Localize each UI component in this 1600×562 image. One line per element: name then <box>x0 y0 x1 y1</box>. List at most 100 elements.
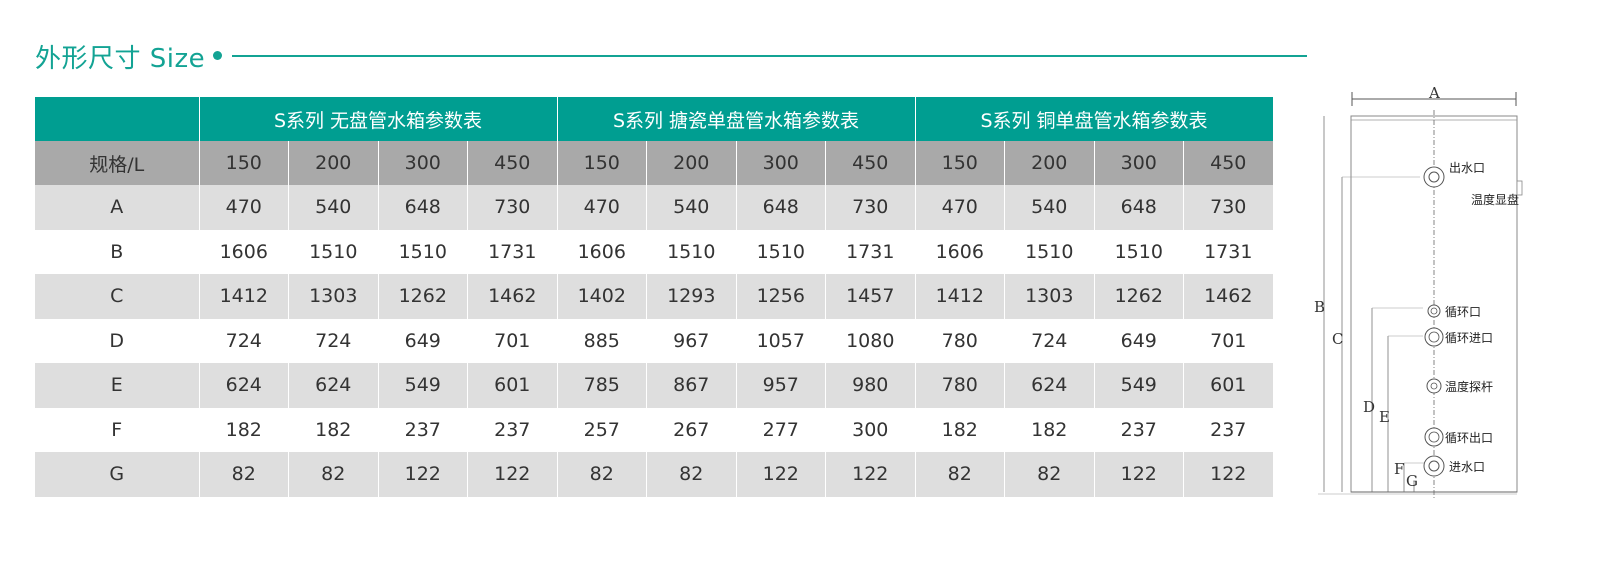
table-cell: 122 <box>378 452 468 497</box>
capacity-row: 规格/L 150 200 300 450 150 200 300 450 150… <box>35 141 1274 185</box>
table-cell: 1510 <box>1094 229 1184 274</box>
table-cell: 470 <box>915 185 1005 230</box>
table-cell: 1510 <box>288 229 379 274</box>
row-label: G <box>35 452 200 497</box>
label-temp-probe: 温度探杆 <box>1445 379 1493 394</box>
table-cell: 1256 <box>736 274 826 319</box>
table-cell: 182 <box>1004 407 1095 452</box>
table-cell: 300 <box>825 407 916 452</box>
table-cell: 730 <box>467 185 558 230</box>
spec-table: S系列 无盘管水箱参数表 S系列 搪瓷单盘管水箱参数表 S系列 铜单盘管水箱参数… <box>35 97 1274 497</box>
table-cell: 648 <box>1094 185 1184 230</box>
table-cell: 82 <box>557 452 647 497</box>
table-cell: 724 <box>199 318 289 363</box>
table-row: C 1412 1303 1262 1462 1402 1293 1256 1457 1412 130… <box>35 274 1274 319</box>
table-cell: 122 <box>1183 452 1274 497</box>
table-cell: 540 <box>288 185 379 230</box>
label-circ-outlet: 循环出口 <box>1445 431 1493 445</box>
series-header-blank <box>35 97 200 141</box>
table-cell: 237 <box>378 407 468 452</box>
dim-a: A <box>1428 84 1440 102</box>
capacity-cell: 200 <box>646 141 737 185</box>
table-cell: 701 <box>1183 318 1274 363</box>
tank-diagram: A B C D E F G 出水口 温度显盘 循环口 循环进口 <box>1308 82 1548 507</box>
table-cell: 182 <box>288 407 379 452</box>
table-cell: 122 <box>736 452 826 497</box>
table-row: E 624 624 549 601 785 867 957 980 780 624 549 601 <box>35 363 1274 408</box>
table-cell: 1606 <box>199 229 289 274</box>
table-cell: 1080 <box>825 318 916 363</box>
label-inlet: 进水口 <box>1449 460 1485 474</box>
table-cell: 601 <box>1183 363 1274 408</box>
title-dot <box>213 51 222 60</box>
table-cell: 1303 <box>288 274 379 319</box>
row-label: F <box>35 407 200 452</box>
table-cell: 1262 <box>378 274 468 319</box>
capacity-cell: 300 <box>736 141 826 185</box>
section-header: 外形尺寸 Size <box>35 36 1315 76</box>
table-cell: 1262 <box>1094 274 1184 319</box>
table-cell: 730 <box>825 185 916 230</box>
label-circ-inlet: 循环进口 <box>1445 331 1493 345</box>
capacity-cell: 300 <box>1094 141 1184 185</box>
capacity-cell: 150 <box>557 141 647 185</box>
row-label: D <box>35 318 200 363</box>
table-cell: 867 <box>646 363 737 408</box>
capacity-cell: 450 <box>1183 141 1274 185</box>
table-cell: 780 <box>915 318 1005 363</box>
table-cell: 648 <box>378 185 468 230</box>
table-cell: 82 <box>646 452 737 497</box>
table-cell: 257 <box>557 407 647 452</box>
table-cell: 182 <box>199 407 289 452</box>
dim-c: C <box>1332 330 1343 348</box>
table-cell: 701 <box>467 318 558 363</box>
capacity-cell: 150 <box>199 141 289 185</box>
table-cell: 730 <box>1183 185 1274 230</box>
table-cell: 277 <box>736 407 826 452</box>
table-cell: 470 <box>199 185 289 230</box>
table-cell: 1606 <box>915 229 1005 274</box>
table-cell: 724 <box>1004 318 1095 363</box>
table-cell: 1731 <box>1183 229 1274 274</box>
table-cell: 82 <box>1004 452 1095 497</box>
series-header-row: S系列 无盘管水箱参数表 S系列 搪瓷单盘管水箱参数表 S系列 铜单盘管水箱参数… <box>35 97 1274 141</box>
row-label: B <box>35 229 200 274</box>
table-cell: 1462 <box>1183 274 1274 319</box>
table-cell: 1731 <box>467 229 558 274</box>
label-temp-display: 温度显盘 <box>1471 192 1519 207</box>
table-cell: 1412 <box>199 274 289 319</box>
table-cell: 1402 <box>557 274 647 319</box>
table-cell: 1510 <box>736 229 826 274</box>
table-cell: 82 <box>288 452 379 497</box>
table-cell: 237 <box>1183 407 1274 452</box>
table-cell: 1510 <box>1004 229 1095 274</box>
table-cell: 1293 <box>646 274 737 319</box>
title-rule <box>232 55 1307 57</box>
table-cell: 1462 <box>467 274 558 319</box>
table-cell: 267 <box>646 407 737 452</box>
table-cell: 1731 <box>825 229 916 274</box>
capacity-cell: 450 <box>825 141 916 185</box>
dim-b: B <box>1314 298 1325 316</box>
table-cell: 122 <box>825 452 916 497</box>
table-cell: 724 <box>288 318 379 363</box>
label-outlet: 出水口 <box>1449 161 1485 175</box>
dim-g: G <box>1406 472 1418 490</box>
label-circulation: 循环口 <box>1445 305 1481 319</box>
table-row: B 1606 1510 1510 1731 1606 1510 1510 1731 1606 151… <box>35 229 1274 274</box>
section-title: 外形尺寸 Size <box>35 44 206 74</box>
table-cell: 780 <box>915 363 1005 408</box>
capacity-cell: 300 <box>378 141 468 185</box>
table-cell: 967 <box>646 318 737 363</box>
table-cell: 82 <box>915 452 1005 497</box>
table-cell: 1057 <box>736 318 826 363</box>
row-label: E <box>35 363 200 408</box>
table-cell: 237 <box>1094 407 1184 452</box>
table-row: D 724 724 649 701 885 967 1057 1080 780 724 649 701 <box>35 318 1274 363</box>
table-cell: 1510 <box>646 229 737 274</box>
series-header-copper: S系列 铜单盘管水箱参数表 <box>915 97 1274 141</box>
series-header-enamel: S系列 搪瓷单盘管水箱参数表 <box>557 97 916 141</box>
table-cell: 649 <box>1094 318 1184 363</box>
table-cell: 549 <box>1094 363 1184 408</box>
table-cell: 470 <box>557 185 647 230</box>
